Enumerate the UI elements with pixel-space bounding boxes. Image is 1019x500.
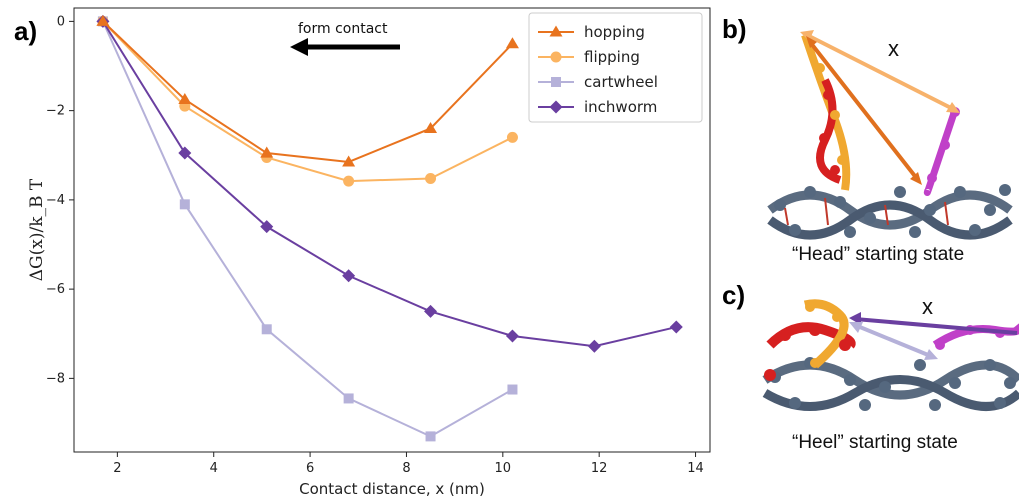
x-tick-label: 6 xyxy=(306,461,314,476)
panel-c-label: c) xyxy=(722,280,746,310)
data-point-flipping xyxy=(343,175,355,187)
legend-label: flipping xyxy=(584,48,640,66)
annotation-text: form contact xyxy=(298,21,388,37)
x-tick-label: 4 xyxy=(210,461,218,476)
data-point-hopping xyxy=(178,92,192,105)
legend-marker xyxy=(549,25,563,37)
distance-arrows xyxy=(800,30,960,185)
data-point-cartwheel xyxy=(179,199,190,210)
heel-state-caption: “Heel” starting state xyxy=(792,432,958,453)
series-hopping xyxy=(96,14,519,167)
panel-b-label: b) xyxy=(722,14,747,44)
data-point-inchworm xyxy=(505,329,519,343)
data-point-hopping xyxy=(96,14,110,26)
x-tick-label: 12 xyxy=(591,461,608,476)
distance-variable-c: x xyxy=(922,294,933,319)
form-contact-annotation: form contact xyxy=(290,21,400,56)
head-state-caption: “Head” starting state xyxy=(792,244,965,265)
legend-entry-inchworm: inchworm xyxy=(538,98,657,116)
legend: hopping flipping cartwheel inchworm xyxy=(528,12,703,123)
legend-label: hopping xyxy=(584,23,645,41)
data-point-hopping xyxy=(505,37,519,49)
data-point-inchworm xyxy=(260,220,274,234)
y-tick-label: −4 xyxy=(46,193,65,208)
distance-arrows xyxy=(849,312,1018,360)
distance-variable-b: x xyxy=(888,36,899,61)
x-tick-label: 8 xyxy=(402,461,410,476)
x-axis-label: Contact distance, x (nm) xyxy=(299,480,485,498)
data-point-hopping xyxy=(342,155,356,167)
walker-strand-icon xyxy=(801,33,960,196)
plot-frame xyxy=(73,7,711,453)
legend-entry-hopping: hopping xyxy=(538,23,645,41)
data-point-inchworm xyxy=(669,320,683,334)
data-point-cartwheel xyxy=(507,384,518,395)
x-axis-ticks: 2 4 6 8 10 12 14 xyxy=(113,452,704,476)
data-point-flipping xyxy=(425,172,437,184)
legend-label: cartwheel xyxy=(584,73,658,91)
y-axis-label: ΔG(x)/k_B T xyxy=(27,178,47,281)
y-axis-ticks: 0 −2 −4 −6 −8 xyxy=(46,14,74,386)
data-point-inchworm xyxy=(587,339,601,353)
data-point-hopping xyxy=(424,121,438,134)
y-tick-label: −6 xyxy=(46,282,65,297)
y-tick-label: −8 xyxy=(46,371,65,386)
series-line-inchworm xyxy=(102,20,677,348)
heel-state-illustration xyxy=(762,299,1019,411)
data-point-cartwheel xyxy=(343,393,354,404)
panel-a-label: a) xyxy=(14,16,38,46)
data-point-flipping xyxy=(506,131,518,143)
data-point-cartwheel xyxy=(261,324,272,335)
y-tick-label: −2 xyxy=(46,104,65,119)
series-layer xyxy=(96,14,683,442)
x-tick-label: 2 xyxy=(113,461,121,476)
data-point-inchworm xyxy=(178,146,192,160)
legend-box xyxy=(528,12,703,123)
legend-entry-cartwheel: cartwheel xyxy=(538,73,658,91)
annotation-arrow-head xyxy=(290,38,308,56)
legend-label: inchworm xyxy=(584,98,657,116)
legend-entry-flipping: flipping xyxy=(538,48,640,66)
legend-marker xyxy=(551,77,561,87)
data-point-inchworm xyxy=(342,269,356,283)
legend-marker xyxy=(550,51,562,63)
data-point-inchworm xyxy=(424,304,438,318)
x-tick-label: 10 xyxy=(495,461,512,476)
dna-track-icon xyxy=(767,184,1013,240)
series-line-cartwheel xyxy=(101,20,513,438)
legend-marker xyxy=(549,100,563,114)
data-point-hopping xyxy=(260,146,274,158)
dna-track-icon xyxy=(762,357,1019,411)
series-line-flipping xyxy=(102,20,513,183)
y-tick-label: 0 xyxy=(57,14,65,29)
x-tick-label: 14 xyxy=(687,461,704,476)
data-point-cartwheel xyxy=(425,431,436,442)
series-line-hopping xyxy=(102,20,514,163)
head-state-illustration xyxy=(767,30,1013,240)
